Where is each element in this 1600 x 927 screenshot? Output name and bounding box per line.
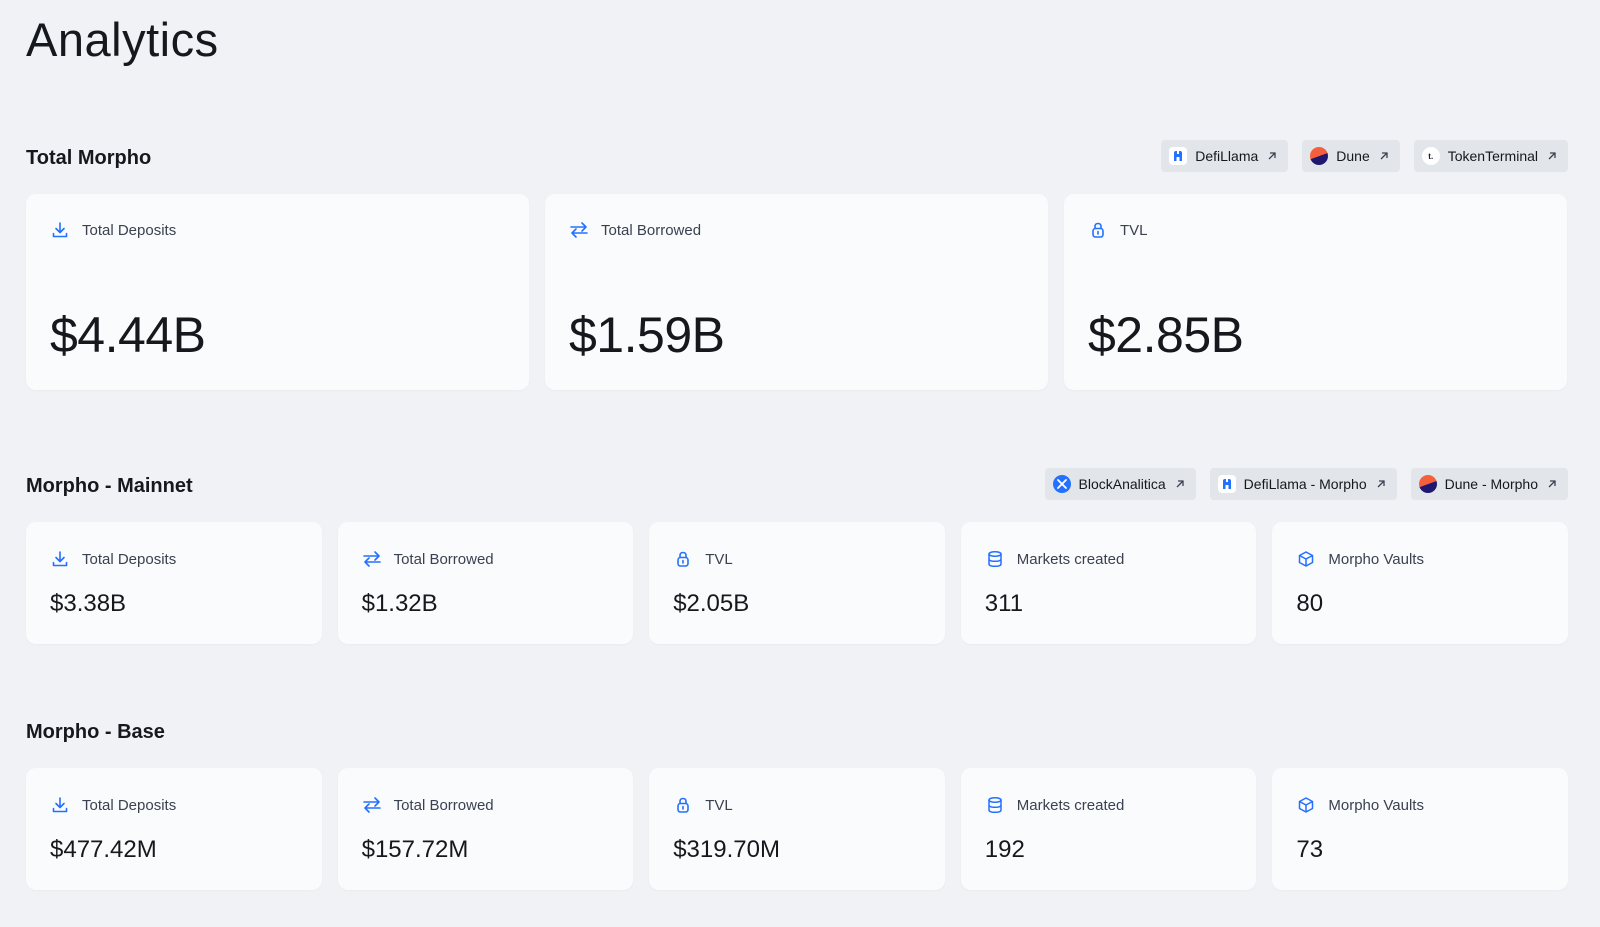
stat-cards: Total Deposits $4.44B Total Borrowed $1.… — [26, 194, 1568, 390]
card-value: $157.72M — [361, 836, 469, 863]
card-value: 73 — [1296, 836, 1324, 863]
lock-icon — [673, 549, 693, 569]
cube-icon — [1296, 795, 1316, 815]
card-label: Morpho Vaults — [1328, 796, 1424, 814]
blockanalitica-logo — [1052, 475, 1071, 493]
dune-morpho-link[interactable]: Dune - Morpho — [1410, 468, 1568, 500]
page-title: Analytics — [26, 13, 219, 66]
swap-icon — [362, 795, 382, 815]
card-label: TVL — [1120, 221, 1148, 239]
mainnet-section: Morpho - Mainnet BlockAnalitica DefiLlam… — [26, 468, 1568, 644]
card-value: 311 — [984, 590, 1024, 617]
stat-card-total-borrowed: Total Borrowed $157.72M — [337, 768, 634, 890]
download-icon — [50, 795, 70, 815]
stat-cards: Total Deposits $3.38B Total Borrowed $1.… — [26, 522, 1568, 644]
card-value: $2.05B — [673, 590, 750, 617]
card-value: $1.32B — [361, 590, 438, 617]
blockanalitica-link[interactable]: BlockAnalitica — [1044, 468, 1196, 500]
cube-icon — [1296, 549, 1316, 569]
database-icon — [985, 549, 1005, 569]
stat-card-markets-created: Markets created 192 — [960, 768, 1257, 890]
stat-card-total-deposits: Total Deposits $4.44B — [26, 194, 529, 390]
card-label: Total Deposits — [82, 221, 177, 239]
external-arrow-icon — [1548, 152, 1556, 160]
download-icon — [50, 220, 70, 240]
section-header: Morpho - Mainnet BlockAnalitica DefiLlam… — [26, 468, 1568, 502]
card-value: 192 — [984, 836, 1025, 863]
tokenterminal-logo: t. — [1421, 147, 1440, 165]
card-value: 80 — [1296, 590, 1324, 617]
card-label: Morpho Vaults — [1328, 550, 1424, 568]
stat-card-total-borrowed: Total Borrowed $1.59B — [545, 194, 1048, 390]
stat-card-total-deposits: Total Deposits $3.38B — [26, 522, 322, 644]
section-title: Morpho - Base — [26, 721, 165, 743]
card-label: Total Deposits — [82, 796, 177, 814]
card-value: $2.85B — [1088, 307, 1244, 363]
lock-icon — [673, 795, 693, 815]
section-title: Morpho - Mainnet — [26, 475, 193, 497]
swap-icon — [569, 220, 589, 240]
stat-cards: Total Deposits $477.42M Total Borrowed $… — [26, 768, 1568, 890]
defillama-logo — [1169, 147, 1188, 165]
card-value: $1.59B — [569, 307, 725, 363]
card-label: Total Borrowed — [601, 221, 702, 239]
external-arrow-icon — [1380, 152, 1388, 160]
external-arrow-icon — [1377, 480, 1385, 488]
external-arrow-icon — [1268, 152, 1276, 160]
external-links: BlockAnalitica DefiLlama - Morpho Dune -… — [1044, 468, 1568, 500]
swap-icon — [362, 549, 382, 569]
card-label: TVL — [705, 550, 733, 568]
database-icon — [985, 795, 1005, 815]
stat-card-morpho-vaults: Morpho Vaults 73 — [1272, 768, 1568, 890]
download-icon — [50, 549, 70, 569]
defillama-logo — [1217, 475, 1236, 493]
total-morpho-section: Total Morpho DefiLlama Dune t. TokenTerm — [26, 140, 1568, 390]
card-label: Total Borrowed — [393, 796, 494, 814]
link-label: TokenTerminal — [1447, 148, 1538, 164]
stat-card-tvl: TVL $2.85B — [1064, 194, 1567, 390]
tokenterminal-link[interactable]: t. TokenTerminal — [1413, 140, 1568, 172]
card-value: $477.42M — [50, 836, 157, 863]
dune-link[interactable]: Dune — [1302, 140, 1400, 172]
link-label: DefiLlama — [1195, 148, 1259, 164]
base-section: Morpho - Base Total Deposits $477.42M To… — [26, 714, 1568, 890]
stat-card-morpho-vaults: Morpho Vaults 80 — [1272, 522, 1568, 644]
stat-card-total-deposits: Total Deposits $477.42M — [26, 768, 322, 890]
defillama-morpho-link[interactable]: DefiLlama - Morpho — [1209, 468, 1397, 500]
link-label: Dune — [1336, 148, 1370, 164]
card-label: Markets created — [1016, 550, 1125, 568]
section-header: Total Morpho DefiLlama Dune t. TokenTerm — [26, 140, 1568, 174]
card-label: TVL — [705, 796, 733, 814]
external-links: DefiLlama Dune t. TokenTerminal — [1161, 140, 1568, 172]
stat-card-tvl: TVL $2.05B — [649, 522, 945, 644]
external-arrow-icon — [1176, 480, 1184, 488]
link-label: BlockAnalitica — [1078, 476, 1166, 492]
section-title: Total Morpho — [26, 147, 152, 169]
link-label: Dune - Morpho — [1444, 476, 1538, 492]
stat-card-markets-created: Markets created 311 — [960, 522, 1257, 644]
card-label: Total Deposits — [82, 550, 177, 568]
defillama-link[interactable]: DefiLlama — [1161, 140, 1289, 172]
stat-card-total-borrowed: Total Borrowed $1.32B — [337, 522, 634, 644]
card-value: $3.38B — [50, 590, 127, 617]
link-label: DefiLlama - Morpho — [1243, 476, 1367, 492]
dune-logo — [1418, 475, 1437, 493]
dune-logo — [1310, 147, 1329, 165]
section-header: Morpho - Base — [26, 714, 1568, 748]
card-label: Markets created — [1016, 796, 1125, 814]
card-value: $319.70M — [673, 836, 780, 863]
card-label: Total Borrowed — [393, 550, 494, 568]
external-arrow-icon — [1548, 480, 1556, 488]
stat-card-tvl: TVL $319.70M — [649, 768, 945, 890]
card-value: $4.44B — [50, 307, 206, 363]
lock-icon — [1088, 220, 1108, 240]
